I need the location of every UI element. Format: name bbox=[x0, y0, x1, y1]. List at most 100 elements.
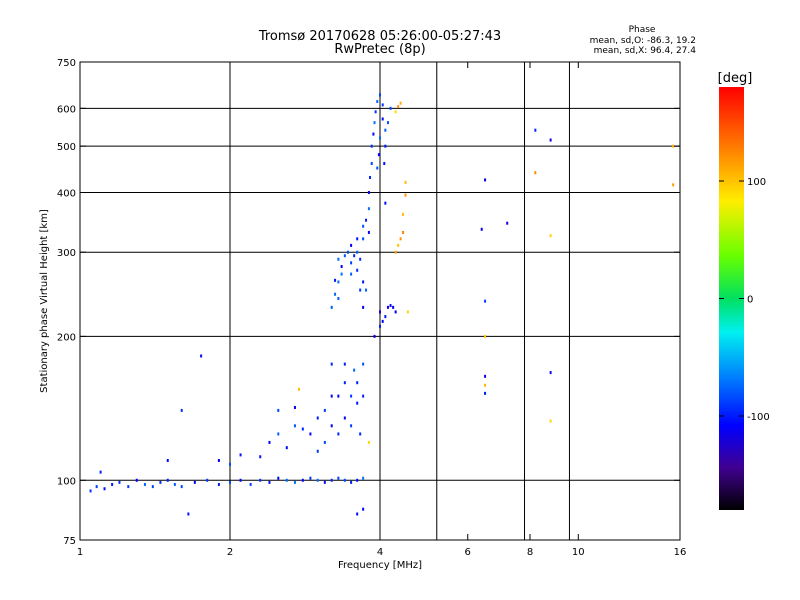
data-point bbox=[337, 394, 340, 398]
data-point bbox=[330, 394, 333, 398]
data-point bbox=[359, 257, 362, 261]
data-point bbox=[323, 408, 326, 412]
y-axis-ticks: 75 100 200 300 400 500 600 750 bbox=[57, 58, 680, 547]
data-point bbox=[373, 334, 376, 338]
data-point bbox=[346, 250, 349, 254]
data-point bbox=[316, 478, 319, 482]
data-point bbox=[379, 136, 381, 140]
data-point bbox=[293, 480, 296, 484]
data-point bbox=[293, 405, 296, 409]
data-point bbox=[549, 138, 552, 142]
data-point bbox=[362, 507, 365, 511]
colorbar-label: [deg] bbox=[718, 71, 753, 86]
y-tick-label: 75 bbox=[63, 536, 76, 547]
data-point bbox=[301, 478, 304, 482]
x-tick-label: 8 bbox=[527, 547, 533, 558]
data-point bbox=[404, 180, 407, 184]
y-tick-label: 100 bbox=[57, 476, 76, 487]
data-point bbox=[340, 265, 343, 269]
data-point bbox=[337, 257, 340, 261]
data-point bbox=[350, 261, 353, 265]
grid-lines bbox=[80, 62, 680, 540]
data-point bbox=[484, 383, 487, 387]
data-point bbox=[143, 482, 146, 486]
data-point bbox=[377, 153, 380, 157]
data-point bbox=[334, 278, 337, 282]
data-point bbox=[316, 416, 319, 420]
data-point bbox=[337, 476, 340, 480]
data-point bbox=[384, 201, 387, 205]
data-point bbox=[350, 424, 353, 428]
data-point bbox=[381, 117, 384, 121]
data-point bbox=[249, 482, 252, 486]
data-point bbox=[389, 304, 392, 308]
data-point bbox=[173, 482, 176, 486]
data-point bbox=[402, 230, 405, 234]
phase-header: Phase bbox=[629, 25, 656, 35]
data-point bbox=[359, 432, 362, 436]
phase-stats-x: mean, sd,X: 96.4, 27.4 bbox=[594, 46, 697, 56]
data-point bbox=[362, 362, 365, 366]
data-point bbox=[285, 446, 288, 450]
data-point bbox=[337, 432, 340, 436]
data-point bbox=[402, 212, 405, 216]
data-point bbox=[369, 175, 372, 179]
data-point bbox=[166, 458, 169, 462]
data-point bbox=[99, 470, 102, 474]
data-point bbox=[534, 171, 537, 175]
data-point bbox=[297, 387, 300, 391]
data-point bbox=[374, 110, 377, 114]
data-point bbox=[135, 478, 138, 482]
data-point bbox=[362, 237, 365, 241]
data-point bbox=[379, 324, 381, 328]
data-point bbox=[217, 482, 220, 486]
data-point bbox=[89, 489, 92, 493]
data-point bbox=[356, 512, 359, 516]
data-point bbox=[180, 408, 183, 412]
data-point bbox=[399, 237, 402, 241]
data-point bbox=[350, 272, 353, 276]
data-point bbox=[362, 280, 365, 284]
data-point bbox=[359, 288, 362, 292]
data-point bbox=[370, 144, 373, 148]
data-point bbox=[484, 299, 487, 303]
x-tick-label: 16 bbox=[674, 547, 687, 558]
y-tick-label: 500 bbox=[57, 142, 76, 153]
data-point bbox=[309, 476, 312, 480]
y-tick-label: 750 bbox=[57, 58, 76, 69]
data-point bbox=[166, 478, 169, 482]
data-point bbox=[206, 478, 209, 482]
colorbar-tick-label: 0 bbox=[747, 295, 753, 306]
data-point bbox=[316, 449, 319, 453]
data-point bbox=[350, 243, 353, 247]
data-point bbox=[330, 478, 333, 482]
data-point bbox=[392, 305, 395, 309]
data-point bbox=[343, 254, 346, 258]
y-tick-label: 600 bbox=[57, 104, 76, 115]
data-point bbox=[217, 458, 220, 462]
data-point bbox=[229, 462, 231, 466]
data-point bbox=[309, 432, 312, 436]
data-point bbox=[372, 132, 375, 136]
data-point bbox=[200, 354, 203, 358]
data-point bbox=[549, 371, 552, 375]
data-point bbox=[362, 394, 365, 398]
data-point bbox=[268, 480, 271, 484]
data-point bbox=[323, 440, 326, 444]
data-point bbox=[239, 478, 242, 482]
data-point bbox=[356, 237, 359, 241]
data-point bbox=[399, 101, 402, 105]
y-axis-label: Stationary phase Virtual Height [km] bbox=[39, 209, 50, 393]
data-point bbox=[268, 440, 271, 444]
colorbar-tick-label: -100 bbox=[747, 412, 770, 423]
data-point bbox=[389, 106, 392, 110]
data-points bbox=[89, 93, 675, 516]
data-point bbox=[404, 193, 407, 197]
data-point bbox=[293, 424, 296, 428]
data-point bbox=[356, 401, 359, 405]
data-point bbox=[193, 480, 196, 484]
data-point bbox=[362, 476, 365, 480]
data-point bbox=[384, 128, 387, 132]
data-point bbox=[672, 183, 675, 187]
x-tick-label: 10 bbox=[572, 547, 585, 558]
